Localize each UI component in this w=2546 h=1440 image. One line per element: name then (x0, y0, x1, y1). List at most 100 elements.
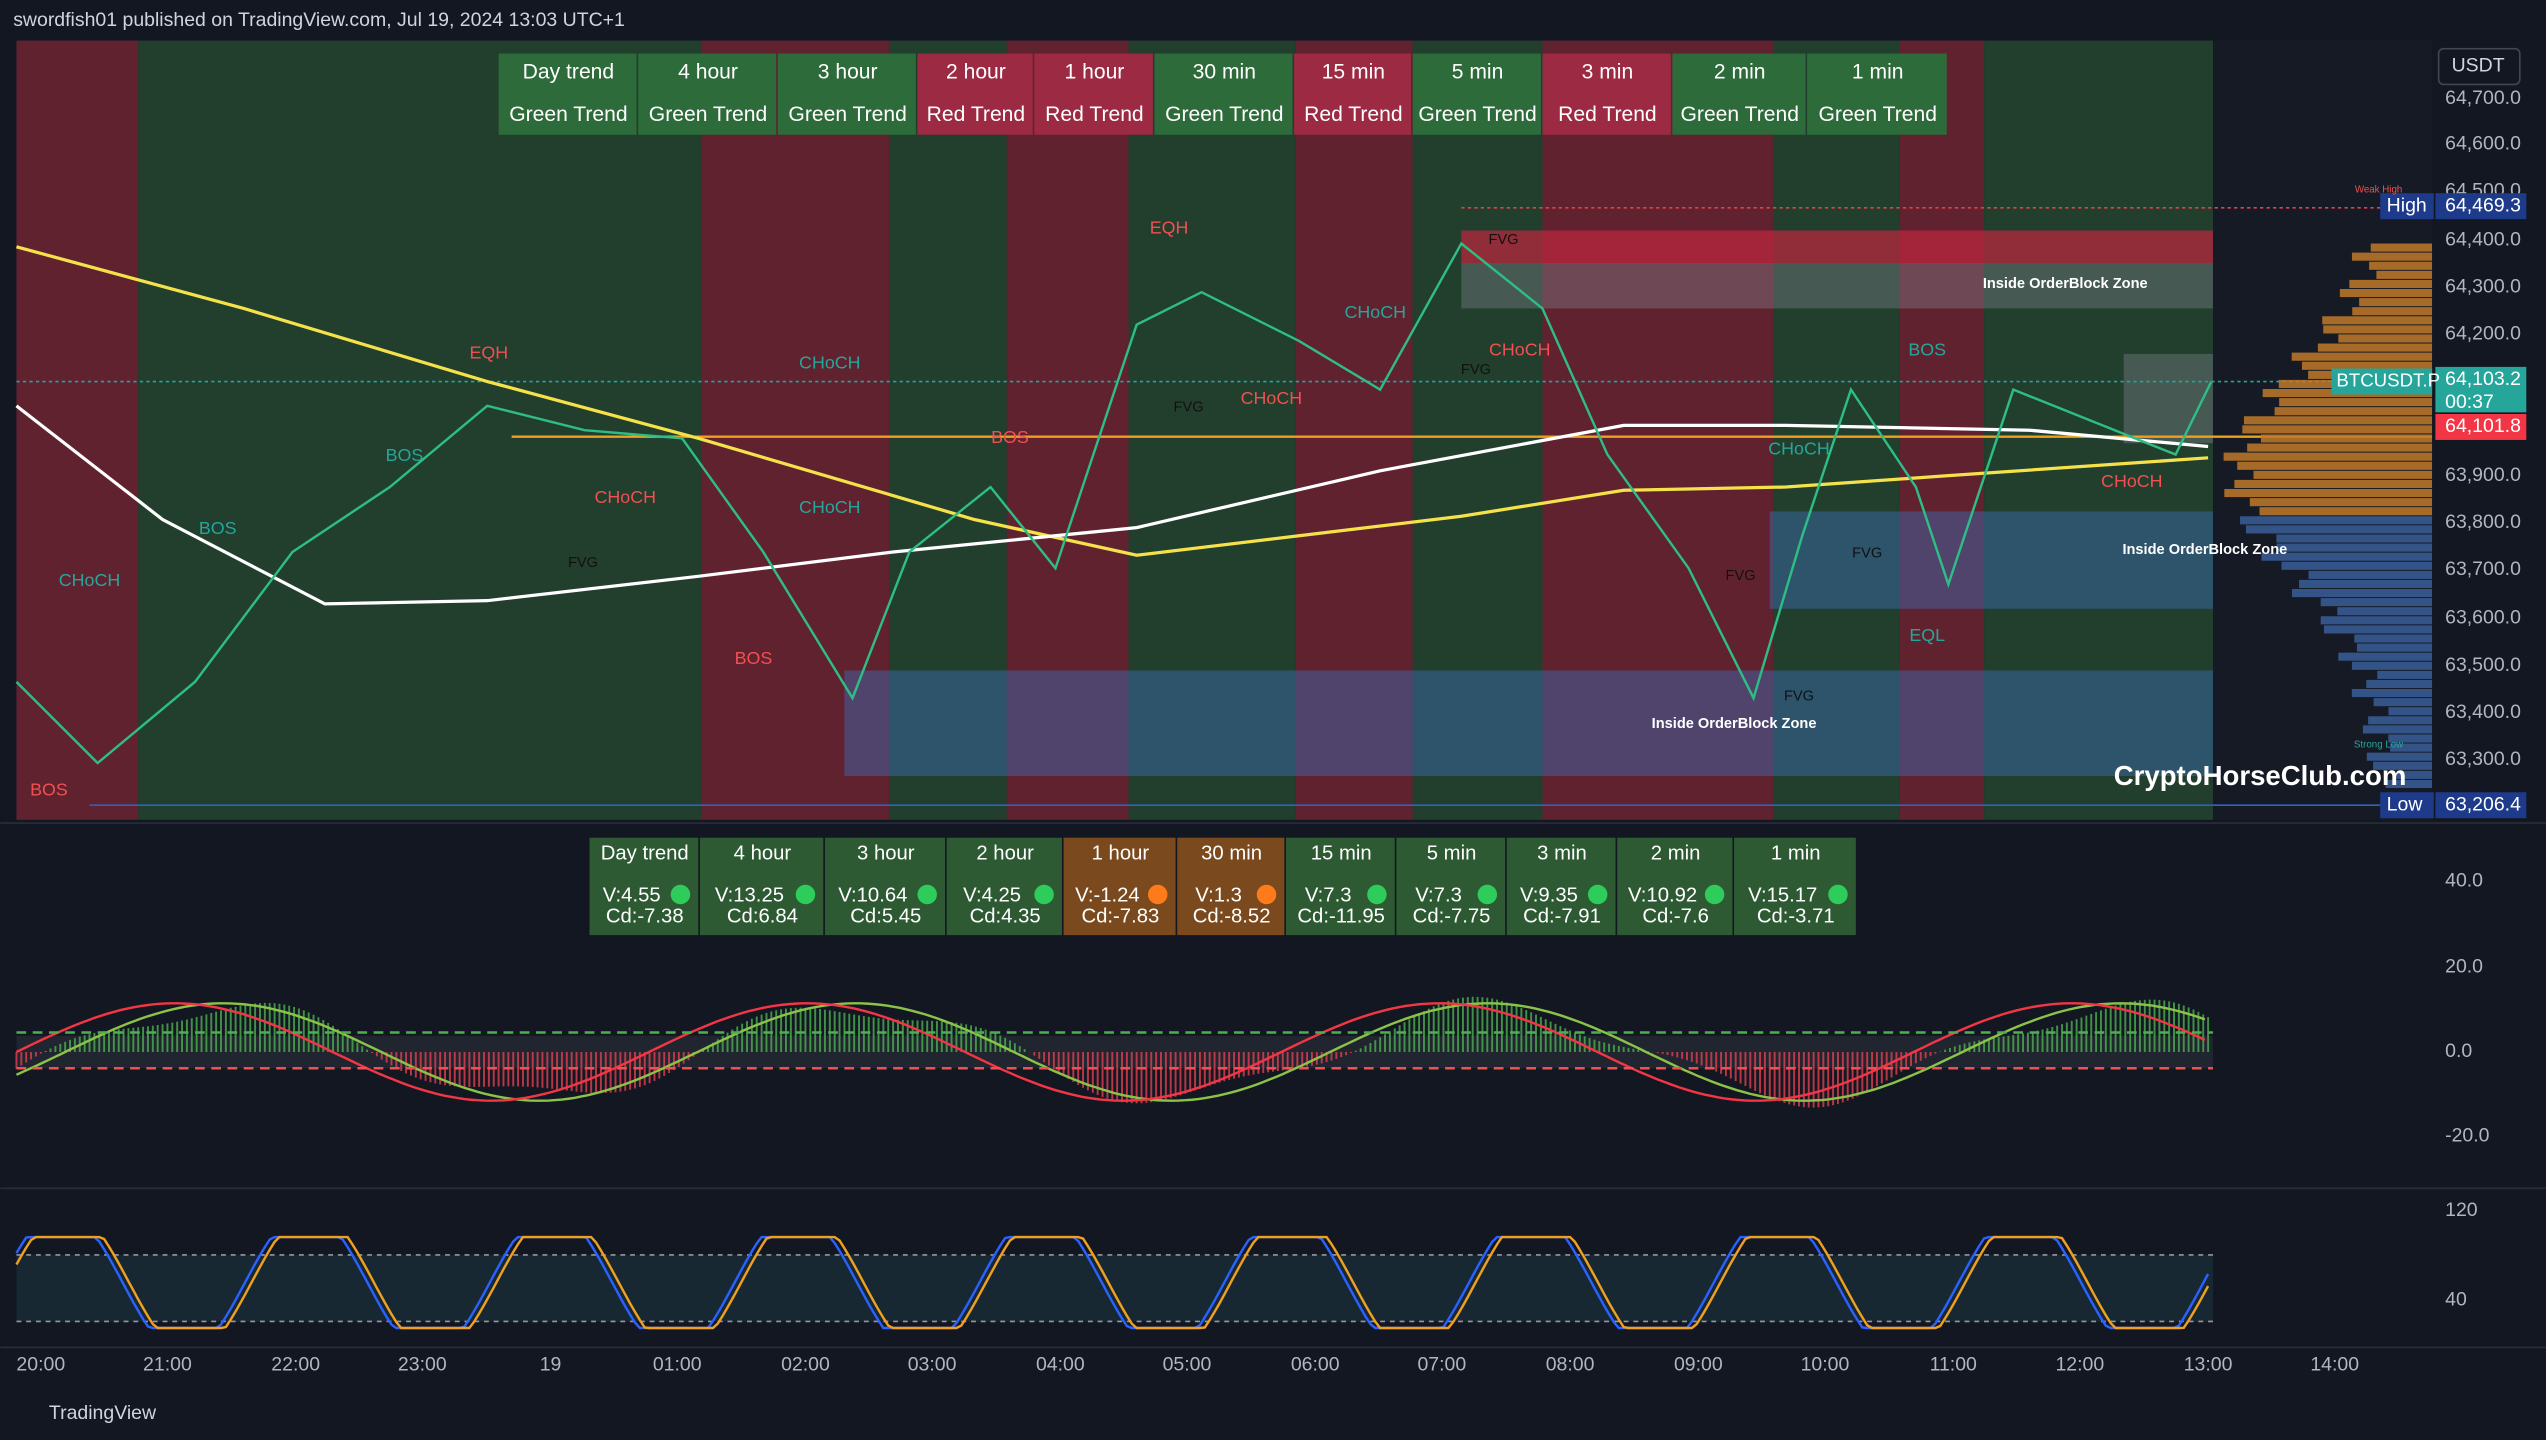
price-label: 64,400.0 (2445, 228, 2521, 250)
indicator-cd: Cd:-3.71 (1757, 906, 1835, 928)
annotation: CHoCH (59, 570, 120, 590)
volume-profile (2362, 725, 2433, 734)
annotation: BOS (735, 648, 773, 668)
trend-cell (917, 53, 1033, 135)
annotation: Weak High (2355, 185, 2402, 196)
indicator-cd: Cd:-7.83 (1081, 906, 1159, 928)
trend-cell (498, 53, 637, 135)
volume-profile (2349, 279, 2433, 288)
indicator-dot (1587, 884, 1608, 905)
volume-profile (2322, 316, 2433, 325)
annotation: CHoCH (799, 352, 860, 372)
time-label: 19 (540, 1353, 562, 1375)
time-label: 23:00 (398, 1353, 447, 1375)
indicator-dot (1828, 884, 1848, 905)
trend-timeframe: 1 hour (1065, 61, 1125, 84)
annotation: FVG (1852, 545, 1882, 561)
annotation: CHoCH (595, 487, 656, 507)
volume-profile (2253, 470, 2433, 479)
annotation: FVG (1726, 568, 1756, 584)
zone-label: Inside OrderBlock Zone (1652, 716, 1817, 732)
volume-profile (2388, 707, 2433, 716)
trend-band (1542, 40, 1774, 820)
indicator-v: V:1.3 (1195, 885, 1242, 907)
volume-profile (2354, 634, 2433, 643)
indicator-cd: Cd:-7.38 (606, 906, 684, 928)
annotation: BOS (199, 518, 237, 538)
volume-profile (2377, 670, 2433, 679)
trend-cell (1034, 53, 1153, 135)
time-label: 01:00 (653, 1353, 702, 1375)
annotation: CHoCH (1489, 339, 1550, 359)
annotation: BOS (30, 779, 68, 799)
annotation: FVG (1461, 362, 1491, 378)
price-badge (2435, 193, 2527, 220)
moving-average (15, 404, 2209, 606)
trend-band (889, 40, 1007, 820)
price-badge-label (2380, 193, 2434, 220)
stoch-label: 40 (2445, 1289, 2467, 1311)
volume-profile (2259, 507, 2433, 516)
indicator-v: V:4.55 (603, 885, 661, 907)
countdown: 00:37 (2445, 391, 2494, 413)
price-label: 63,600.0 (2445, 607, 2521, 629)
time-label: 08:00 (1546, 1353, 1595, 1375)
annotation: CHoCH (799, 497, 860, 517)
volume-profile (2366, 679, 2433, 689)
order-block (1461, 230, 2213, 263)
price-badge (2435, 792, 2527, 819)
time-label: 21:00 (143, 1353, 192, 1375)
volume-profile (2242, 425, 2433, 434)
trend-cell (1542, 53, 1671, 135)
trend-band (16, 40, 139, 820)
last-price: 64,103.2 (2445, 368, 2521, 390)
trend-band (701, 40, 890, 820)
trend-state: Red Trend (1304, 103, 1403, 126)
moving-average (16, 245, 2209, 557)
indicator-cd: Cd:4.35 (970, 906, 1041, 928)
indicator-v: V:10.92 (1628, 885, 1697, 907)
time-label: 10:00 (1801, 1353, 1850, 1375)
time-label: 06:00 (1291, 1353, 1340, 1375)
indicator-cd: Cd:-7.6 (1642, 906, 1709, 928)
time-label: 03:00 (908, 1353, 957, 1375)
oscillator-label: 0.0 (2445, 1040, 2472, 1062)
time-label: 12:00 (2055, 1353, 2104, 1375)
annotation: CHoCH (1345, 302, 1406, 322)
price-label: 64,200.0 (2445, 323, 2521, 345)
volume-profile (2240, 516, 2433, 525)
indicator-v: V:15.17 (1748, 885, 1817, 907)
signal-line (15, 1002, 2206, 1102)
indicator-timeframe: 4 hour (734, 842, 792, 864)
stoch-k (15, 1235, 2210, 1330)
volume-profile (2260, 434, 2433, 443)
time-label: 05:00 (1163, 1353, 1212, 1375)
volume-profile (2351, 252, 2433, 261)
volume-profile (2301, 361, 2433, 370)
indicator-dot (1704, 884, 1725, 905)
watermark: CryptoHorseClub.com (2114, 760, 2407, 791)
signal-line (15, 1002, 2206, 1102)
order-block (1769, 511, 2213, 609)
time-label: 11:00 (1930, 1353, 1977, 1375)
price-badge-name: High (2387, 194, 2427, 216)
volume-profile (2224, 488, 2433, 498)
indicator-dot (670, 884, 691, 905)
annotation: FVG (1784, 688, 1814, 704)
annotation: BOS (991, 427, 1029, 447)
annotation: EQL (1909, 625, 1945, 645)
trend-state: Red Trend (1558, 103, 1657, 126)
annotation: CHoCH (1768, 438, 1829, 458)
volume-profile (2368, 716, 2433, 725)
annotation: EQH (470, 343, 509, 363)
indicator-timeframe: 1 hour (1092, 842, 1150, 864)
trend-timeframe: 1 min (1852, 61, 1904, 84)
indicator-v: V:7.3 (1305, 885, 1352, 907)
volume-profile (2279, 398, 2433, 407)
zone-label: Inside OrderBlock Zone (2122, 542, 2287, 558)
trend-band (138, 40, 702, 820)
indicator-timeframe: 30 min (1201, 842, 1262, 864)
time-label: 04:00 (1036, 1353, 1085, 1375)
price-path (15, 241, 2213, 765)
